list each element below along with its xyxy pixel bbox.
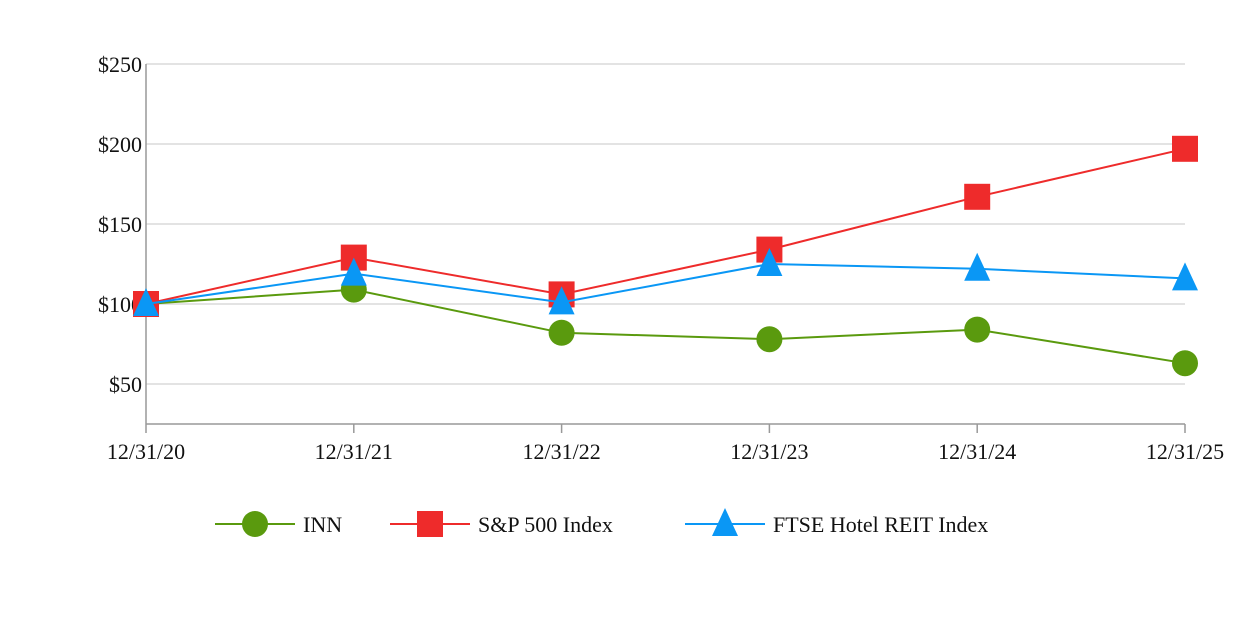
y-tick-label: $200 (98, 132, 142, 157)
x-tick-label: 12/31/21 (315, 439, 393, 464)
legend-marker (417, 511, 443, 537)
data-point-1 (1172, 135, 1198, 162)
data-point-2 (964, 252, 991, 281)
series-line-1 (145, 147, 1186, 305)
y-tick-label: $150 (98, 212, 142, 237)
data-point-0 (1172, 350, 1198, 377)
series-line-2 (145, 262, 1186, 305)
data-point-0 (548, 319, 575, 346)
series-line-0 (145, 288, 1186, 365)
data-point-2 (756, 248, 783, 276)
data-point-1 (964, 183, 991, 210)
data-point-2 (133, 288, 159, 316)
x-tick-label: 12/31/22 (522, 439, 600, 464)
y-tick-label: $50 (109, 372, 142, 397)
legend-label: S&P 500 Index (478, 512, 613, 537)
legend-label: INN (303, 512, 342, 537)
x-tick-label: 12/31/23 (730, 439, 808, 464)
x-tick-label: 12/31/20 (107, 439, 185, 464)
data-point-0 (756, 326, 783, 353)
data-point-0 (964, 316, 991, 343)
data-point-2 (340, 257, 367, 286)
legend-label: FTSE Hotel REIT Index (773, 512, 988, 537)
x-tick-label: 12/31/24 (938, 439, 1016, 464)
legend-marker (712, 508, 738, 536)
y-tick-label: $250 (98, 52, 142, 77)
x-tick-label: 12/31/25 (1146, 439, 1224, 464)
data-point-2 (1172, 262, 1198, 291)
legend-marker (242, 511, 268, 537)
data-point-2 (548, 286, 575, 315)
